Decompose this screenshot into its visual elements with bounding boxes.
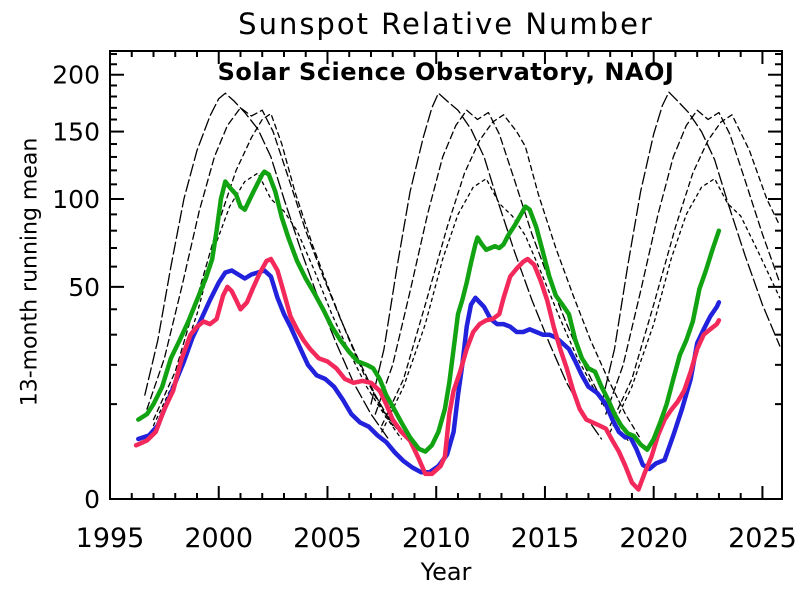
x-tick-label: 2000 [184,523,253,554]
series-dashed-overlay-2c [381,114,642,440]
series-dashed-overlay-3b [605,109,781,415]
series-dashed-overlay-1d [152,172,403,440]
series-dashed-overlay-2b [374,109,620,433]
x-tick-label: 2005 [293,523,362,554]
series-group [133,91,781,492]
series-dashed-overlay-1c [152,112,400,433]
series-dashed-overlay-3d [609,178,781,433]
x-tick-label: 2010 [402,523,471,554]
series-blue-line [136,268,722,475]
axis-ticks [109,51,782,500]
y-tick-label: 0 [84,485,100,514]
series-red-line [133,256,722,492]
series-dashed-overlay-1a [144,92,390,440]
chart-subtitle: Solar Science Observatory, NAOJ [217,58,675,86]
series-dashed-overlay-1b [146,107,394,427]
axis-box [109,50,783,500]
y-axis-label: 13-month running mean [17,137,43,407]
series-green-line [136,169,722,454]
x-tick-label: 2015 [511,523,580,554]
x-tick-label: 2025 [728,523,797,554]
x-tick-labels: 1995 2000 2005 2010 2015 2020 2025 [76,523,797,554]
x-axis-label: Year [420,558,472,586]
series-dashed-overlay-2a [370,92,603,440]
y-tick-label: 100 [52,185,100,214]
y-tick-labels: 0 50 100 150 200 [52,61,100,514]
x-tick-label: 2020 [619,523,688,554]
series-dashed-overlay-3a [600,91,781,405]
y-tick-label: 50 [68,273,100,302]
y-tick-label: 200 [52,61,100,90]
series-dashed-overlay-2d [381,178,631,444]
x-tick-label: 1995 [76,523,145,554]
chart-title: Sunspot Relative Number [238,7,654,41]
y-tick-label: 150 [52,118,100,147]
series-dashed-overlay-3c [609,114,781,427]
